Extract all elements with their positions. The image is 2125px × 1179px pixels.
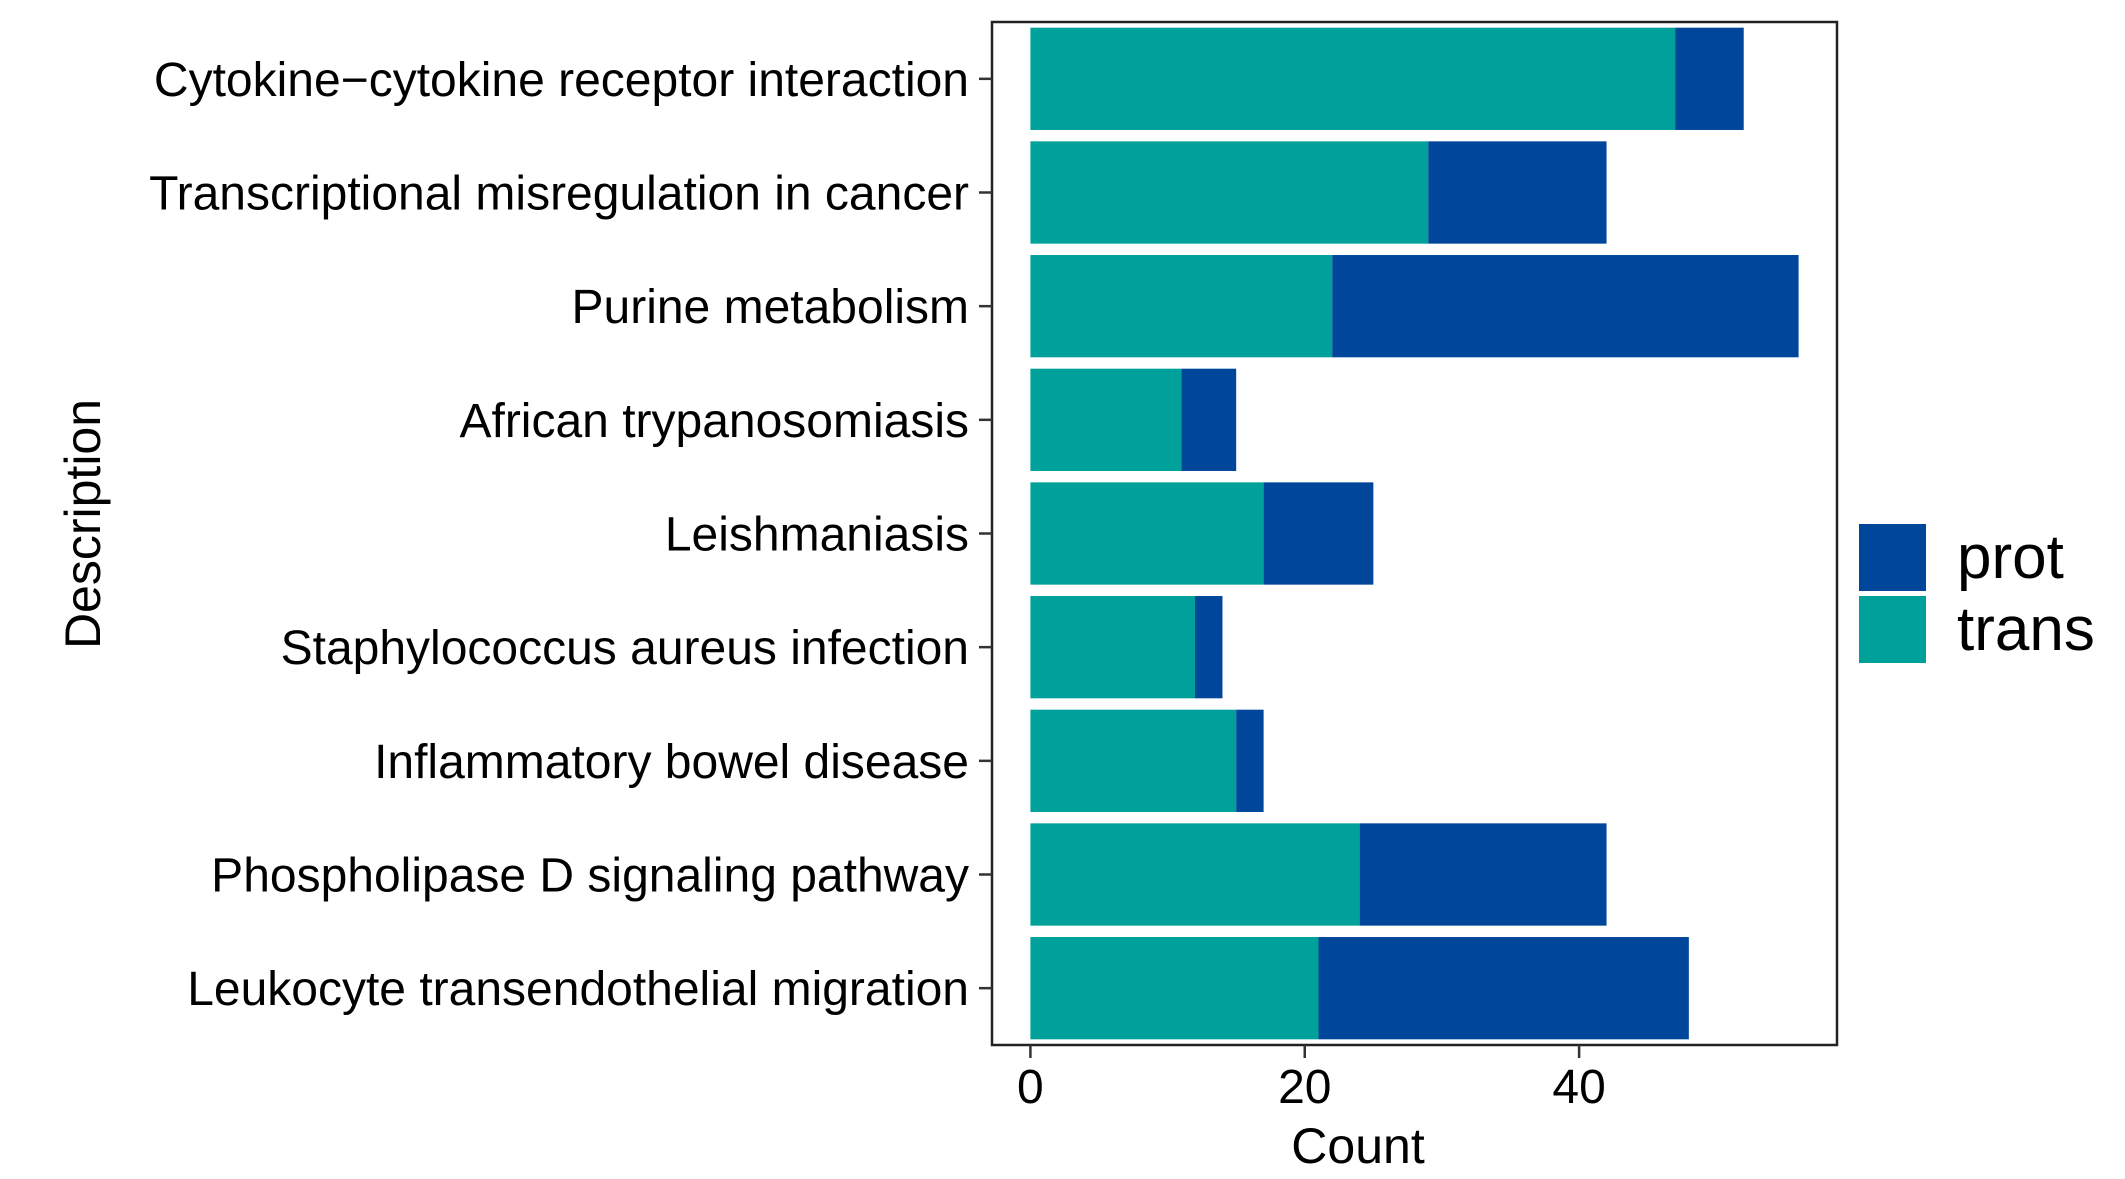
- bar-prot-staphylococcus-aureus-infection: [1195, 596, 1223, 699]
- x-axis-title: Count: [1291, 1118, 1425, 1174]
- legend-swatch-prot: [1859, 524, 1926, 591]
- y-tick-label-phospholipase-d-signaling-pathway: Phospholipase D signaling pathway: [211, 850, 969, 903]
- legend-label-prot: prot: [1957, 523, 2064, 592]
- y-tick-label-african-trypanosomiasis: African trypanosomiasis: [459, 395, 969, 448]
- bar-trans-leishmaniasis: [1030, 482, 1264, 585]
- y-tick-label-staphylococcus-aureus-infection: Staphylococcus aureus infection: [281, 622, 969, 675]
- y-axis: Cytokine−cytokine receptor interaction Tr…: [149, 54, 992, 1016]
- bar-trans-purine-metabolism: [1030, 255, 1333, 358]
- bar-prot-inflammatory-bowel-disease: [1236, 709, 1264, 812]
- bar-trans-cytokine-cytokine-receptor-interaction: [1030, 27, 1676, 130]
- y-axis-title: Description: [55, 399, 111, 649]
- bar-prot-leishmaniasis: [1263, 482, 1374, 585]
- y-tick-label-leukocyte-transendothelial-migration: Leukocyte transendothelial migration: [187, 963, 969, 1016]
- legend-label-trans: trans: [1957, 595, 2095, 664]
- bar-prot-purine-metabolism: [1332, 255, 1799, 358]
- bar-prot-cytokine-cytokine-receptor-interaction: [1675, 27, 1744, 130]
- bar-prot-african-trypanosomiasis: [1181, 368, 1237, 471]
- y-tick-label-inflammatory-bowel-disease: Inflammatory bowel disease: [374, 736, 969, 789]
- bar-trans-staphylococcus-aureus-infection: [1030, 596, 1196, 699]
- bar-prot-leukocyte-transendothelial-migration: [1318, 937, 1689, 1040]
- y-tick-label-leishmaniasis: Leishmaniasis: [665, 509, 969, 562]
- bar-prot-transcriptional-misregulation-in-cancer: [1428, 141, 1607, 244]
- bar-trans-phospholipase-d-signaling-pathway: [1030, 823, 1360, 926]
- y-tick-label-purine-metabolism: Purine metabolism: [572, 281, 970, 334]
- bar-trans-african-trypanosomiasis: [1030, 368, 1182, 471]
- y-tick-label-transcriptional-misregulation-in-cancer: Transcriptional misregulation in cancer: [149, 168, 969, 221]
- legend-swatch-trans: [1859, 596, 1926, 663]
- bar-prot-phospholipase-d-signaling-pathway: [1359, 823, 1607, 926]
- bar-trans-transcriptional-misregulation-in-cancer: [1030, 141, 1429, 244]
- bars-layer: [1030, 27, 1799, 1040]
- bar-trans-leukocyte-transendothelial-migration: [1030, 937, 1319, 1040]
- x-tick-label-40: 40: [1552, 1061, 1605, 1114]
- x-tick-label-0: 0: [1017, 1061, 1044, 1114]
- x-tick-label-20: 20: [1278, 1061, 1331, 1114]
- bar-trans-inflammatory-bowel-disease: [1030, 709, 1237, 812]
- x-axis: 0 20 40: [1017, 1045, 1606, 1114]
- y-tick-label-cytokine-cytokine-receptor-interaction: Cytokine−cytokine receptor interaction: [154, 54, 969, 107]
